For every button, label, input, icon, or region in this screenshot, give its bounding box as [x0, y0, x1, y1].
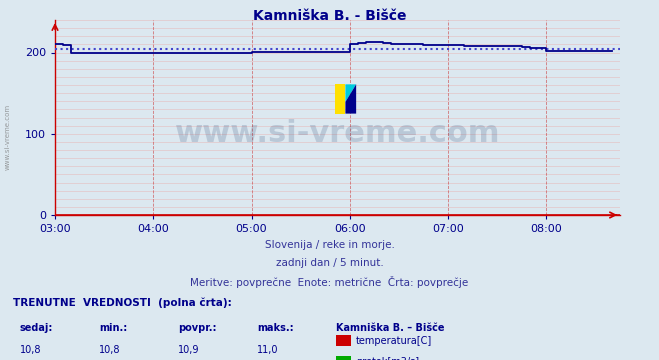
Text: www.si-vreme.com: www.si-vreme.com	[175, 118, 500, 148]
Text: povpr.:: povpr.:	[178, 323, 216, 333]
Text: Meritve: povprečne  Enote: metrične  Črta: povprečje: Meritve: povprečne Enote: metrične Črta:…	[190, 276, 469, 288]
Text: 10,8: 10,8	[20, 345, 42, 355]
Text: maks.:: maks.:	[257, 323, 294, 333]
Text: min.:: min.:	[99, 323, 127, 333]
Text: TRENUTNE  VREDNOSTI  (polna črta):: TRENUTNE VREDNOSTI (polna črta):	[13, 298, 232, 308]
Text: 10,9: 10,9	[178, 345, 200, 355]
Text: Slovenija / reke in morje.: Slovenija / reke in morje.	[264, 240, 395, 250]
Text: 10,8: 10,8	[99, 345, 121, 355]
Text: Kamniška B. - Bišče: Kamniška B. - Bišče	[253, 9, 406, 23]
Text: Kamniška B. – Bišče: Kamniška B. – Bišče	[336, 323, 445, 333]
Text: pretok[m3/s]: pretok[m3/s]	[356, 357, 419, 360]
Polygon shape	[335, 84, 345, 114]
Text: www.si-vreme.com: www.si-vreme.com	[5, 104, 11, 170]
Text: temperatura[C]: temperatura[C]	[356, 336, 432, 346]
Text: zadnji dan / 5 minut.: zadnji dan / 5 minut.	[275, 258, 384, 268]
Polygon shape	[345, 84, 356, 102]
Polygon shape	[345, 84, 356, 114]
Text: sedaj:: sedaj:	[20, 323, 53, 333]
Text: 11,0: 11,0	[257, 345, 279, 355]
